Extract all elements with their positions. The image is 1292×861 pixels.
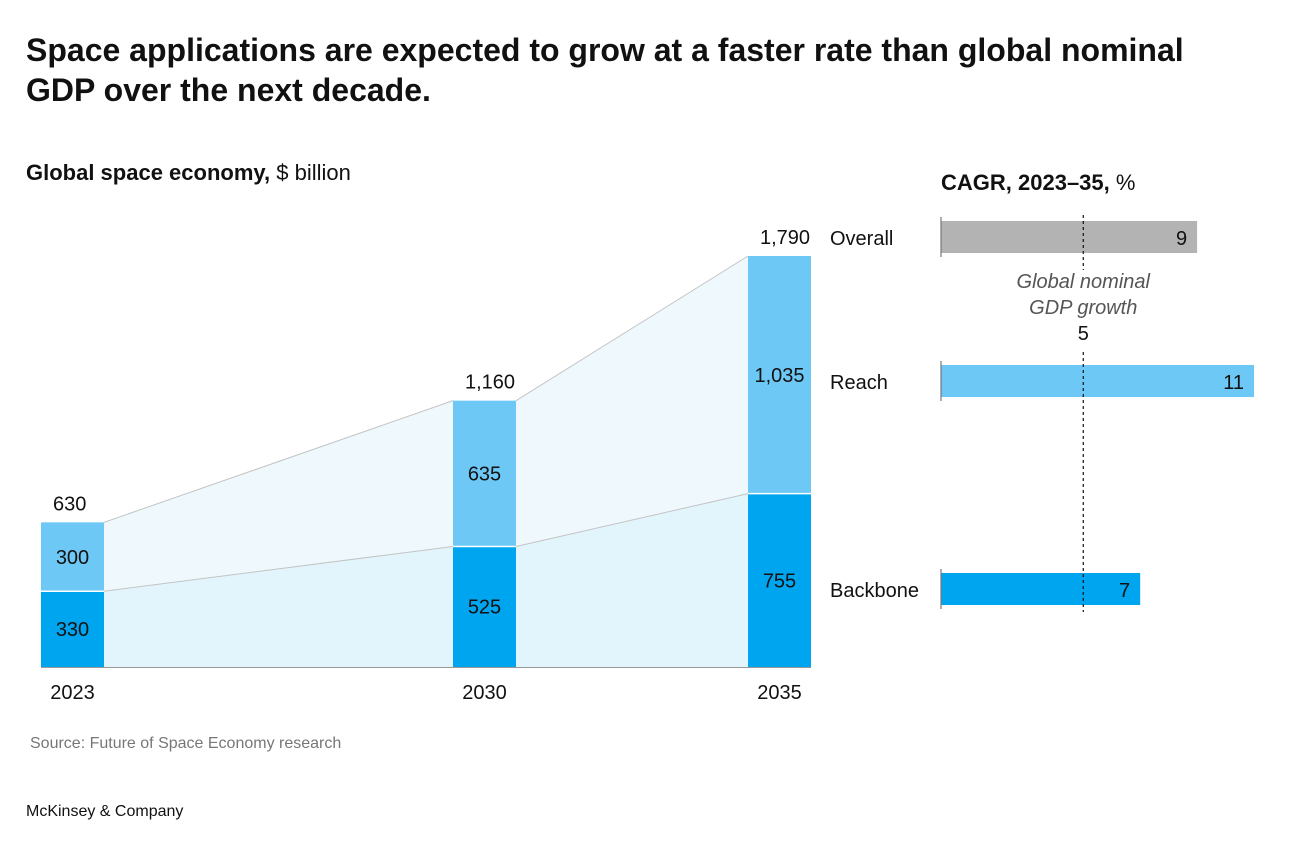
backbone-connector-line — [103, 545, 454, 592]
left-subtitle-unit: $ billion — [270, 160, 351, 185]
cagr-bar-backbone — [941, 573, 1141, 605]
left-subtitle-bold: Global space economy, — [26, 160, 271, 185]
source-note: Source: Future of Space Economy research — [30, 735, 342, 752]
gdp-reference-label-line2: GDP growth — [1029, 297, 1137, 319]
right-subtitle-unit: % — [1109, 170, 1136, 195]
backbone-area-band — [104, 546, 453, 667]
bar-backbone-2035 — [748, 493, 811, 667]
brand-logo: McKinsey & Company — [26, 803, 184, 820]
x-tick-label: 2035 — [757, 682, 802, 704]
backbone-connector-line — [515, 493, 749, 547]
bar-reach-2035 — [748, 256, 811, 494]
backbone-value-label: 755 — [763, 570, 796, 592]
total-connector-line — [103, 400, 454, 523]
backbone-area-band — [516, 493, 748, 667]
gdp-reference-label-line1: Global nominal — [1017, 271, 1151, 293]
reach-area-band — [516, 256, 748, 547]
total-value-label: 630 — [53, 493, 86, 515]
reach-value-label: 635 — [468, 464, 501, 486]
right-chart-subtitle: CAGR, 2023–35, % — [941, 170, 1135, 196]
chart-title: Space applications are expected to grow … — [26, 32, 1184, 108]
reach-area-band — [104, 400, 453, 592]
bar-reach-2023 — [41, 522, 104, 592]
bar-backbone-2023 — [41, 591, 104, 667]
x-tick-label: 2030 — [462, 682, 507, 704]
gdp-reference-value: 5 — [1078, 323, 1089, 345]
cagr-category-label: Overall — [830, 228, 893, 250]
cagr-value-label: 11 — [1223, 372, 1244, 394]
cagr-value-label: 7 — [1119, 580, 1130, 602]
bar-backbone-2030 — [453, 546, 516, 667]
backbone-value-label: 525 — [468, 597, 501, 619]
reach-value-label: 1,035 — [754, 365, 804, 387]
cagr-category-label: Reach — [830, 372, 888, 394]
cagr-category-label: Backbone — [830, 580, 919, 602]
backbone-value-label: 330 — [56, 619, 89, 641]
bar-reach-2030 — [453, 400, 516, 547]
reach-value-label: 300 — [56, 547, 89, 569]
right-subtitle-bold: CAGR, 2023–35, — [941, 170, 1110, 195]
total-value-label: 1,160 — [465, 372, 515, 394]
total-connector-line — [515, 255, 749, 402]
cagr-bar-reach — [941, 365, 1254, 397]
total-value-label: 1,790 — [760, 227, 810, 249]
left-chart-subtitle: Global space economy, $ billion — [26, 160, 351, 186]
cagr-bar-overall — [941, 221, 1198, 253]
x-tick-label: 2023 — [50, 682, 95, 704]
cagr-value-label: 9 — [1176, 228, 1187, 250]
